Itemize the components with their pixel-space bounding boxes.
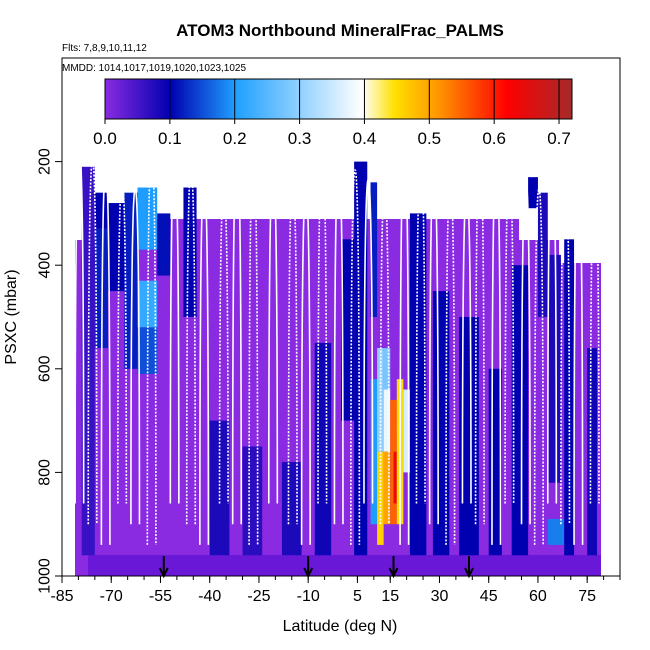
colorbar-tick-label: 0.0 [93,129,117,148]
x-tick-label: -25 [247,588,270,605]
heatmap-cell [432,291,450,556]
x-tick-label: 60 [529,588,547,605]
flights-subtitle: Flts: 7,8,9,10,11,12 [62,43,147,54]
flight-profile-line [504,169,515,504]
heatmap-cell [157,213,171,276]
flight-profiles [74,150,600,545]
x-tick-label: -70 [100,588,123,605]
x-tick-label: -55 [149,588,172,605]
flight-profile-line [350,169,361,545]
flight-profile-line [491,159,502,545]
heatmap-cell [547,519,565,545]
flight-profile-line [185,169,197,525]
heatmap-cell [383,348,391,390]
y-tick-label: 800 [37,459,54,486]
x-tick-label: 75 [578,588,596,605]
flight-profile-line [117,178,128,504]
heatmap-cell [383,389,391,452]
heatmap-cell [564,239,575,556]
flight-profile-line [589,178,600,504]
x-tick-label: 15 [381,588,399,605]
colorbar-tick-label: 0.5 [417,129,441,148]
heatmap-cell [314,342,332,556]
colorbar-tick-label: 0.4 [353,129,377,148]
heatmap-cell [183,187,197,317]
flight-profile-line [87,159,98,525]
heatmap-cell [528,177,538,209]
heatmap-cell [393,451,397,504]
colorbar [104,78,573,120]
heatmap-cell [94,228,108,349]
flight-profile-line [218,187,229,504]
flight-profile-line [533,187,544,545]
x-tick-label: -40 [198,588,221,605]
heatmap-cell [403,389,410,473]
x-axis-label: Latitude (deg N) [283,618,398,635]
heatmap-cell [537,192,548,317]
flight-profile-line [300,187,311,545]
flight-profile-line [363,178,374,504]
y-axis-label: PSXC (mbar) [3,269,20,364]
colorbar-tick-label: 0.7 [547,129,571,148]
flight-profile-line [74,150,85,504]
flight-profile-line [169,159,180,504]
flight-profile-line [415,159,426,504]
heatmap-cell [124,192,138,369]
heatmap-cell [511,265,529,556]
flight-profile-line [560,159,571,525]
flight-profile-line [130,187,141,525]
x-tick-label: -85 [50,588,73,605]
heatmap-cell [370,182,378,317]
heatmap-cell [242,446,263,556]
heatmap-cell [137,187,158,250]
y-tick-label: 400 [37,252,54,279]
heatmap-cell [94,192,108,229]
y-tick-label: 1000 [37,558,54,594]
colorbar-tick-label: 0.3 [288,129,312,148]
x-tick-label: 45 [480,588,498,605]
flight-profile-line [399,150,410,545]
heatmap-cell [281,462,302,556]
colorbar-tick-label: 0.2 [223,129,247,148]
flight-profile-line [199,178,210,545]
colorbar-tick-label: 0.6 [482,129,506,148]
flight-profile-line [445,178,456,545]
flight-profile-line [333,159,344,525]
x-tick-label: -10 [297,588,320,605]
flight-profile-line [267,169,279,504]
chart-title: ATOM3 Northbound MineralFrac_PALMS [176,21,504,40]
flight-profile-line [379,187,390,525]
flight-profile-line [546,150,558,504]
heatmap-cell [81,166,95,556]
heatmap-cell [547,254,561,483]
y-axis: 200 400 600 800 1000 [37,148,62,594]
flight-profile-line [100,169,111,545]
colorbar-ticks: 0.0 0.1 0.2 0.3 0.4 0.5 0.6 0.7 [93,79,571,148]
x-tick-label: 30 [431,588,449,605]
x-tick-label: 5 [353,588,362,605]
heatmap-cell [459,317,479,556]
dates-subtitle: MMDD: 1014,1017,1019,1020,1023,1025 [62,63,246,74]
flight-profile-line [428,169,439,525]
flight-profile-line [573,169,584,545]
x-axis: -85 -70 -55 -40 -25 -10 5 15 30 45 60 75 [50,576,621,605]
heatmap-cell [383,451,391,525]
flight-profile-line [231,150,243,525]
colorbar-tick-label: 0.1 [158,129,182,148]
heatmap-cell [409,213,427,556]
heatmap-cell [587,348,598,556]
flight-profile-line [520,178,531,525]
y-tick-label: 200 [37,148,54,175]
flight-profile-line [287,178,298,525]
y-tick-label: 600 [37,355,54,382]
flight-profile-line [317,150,328,504]
heatmap-cell [370,379,381,525]
heatmap-cell [137,280,158,328]
heatmap-cell [107,203,125,292]
flight-profile-line [146,150,157,545]
flight-profile-line [461,187,472,504]
